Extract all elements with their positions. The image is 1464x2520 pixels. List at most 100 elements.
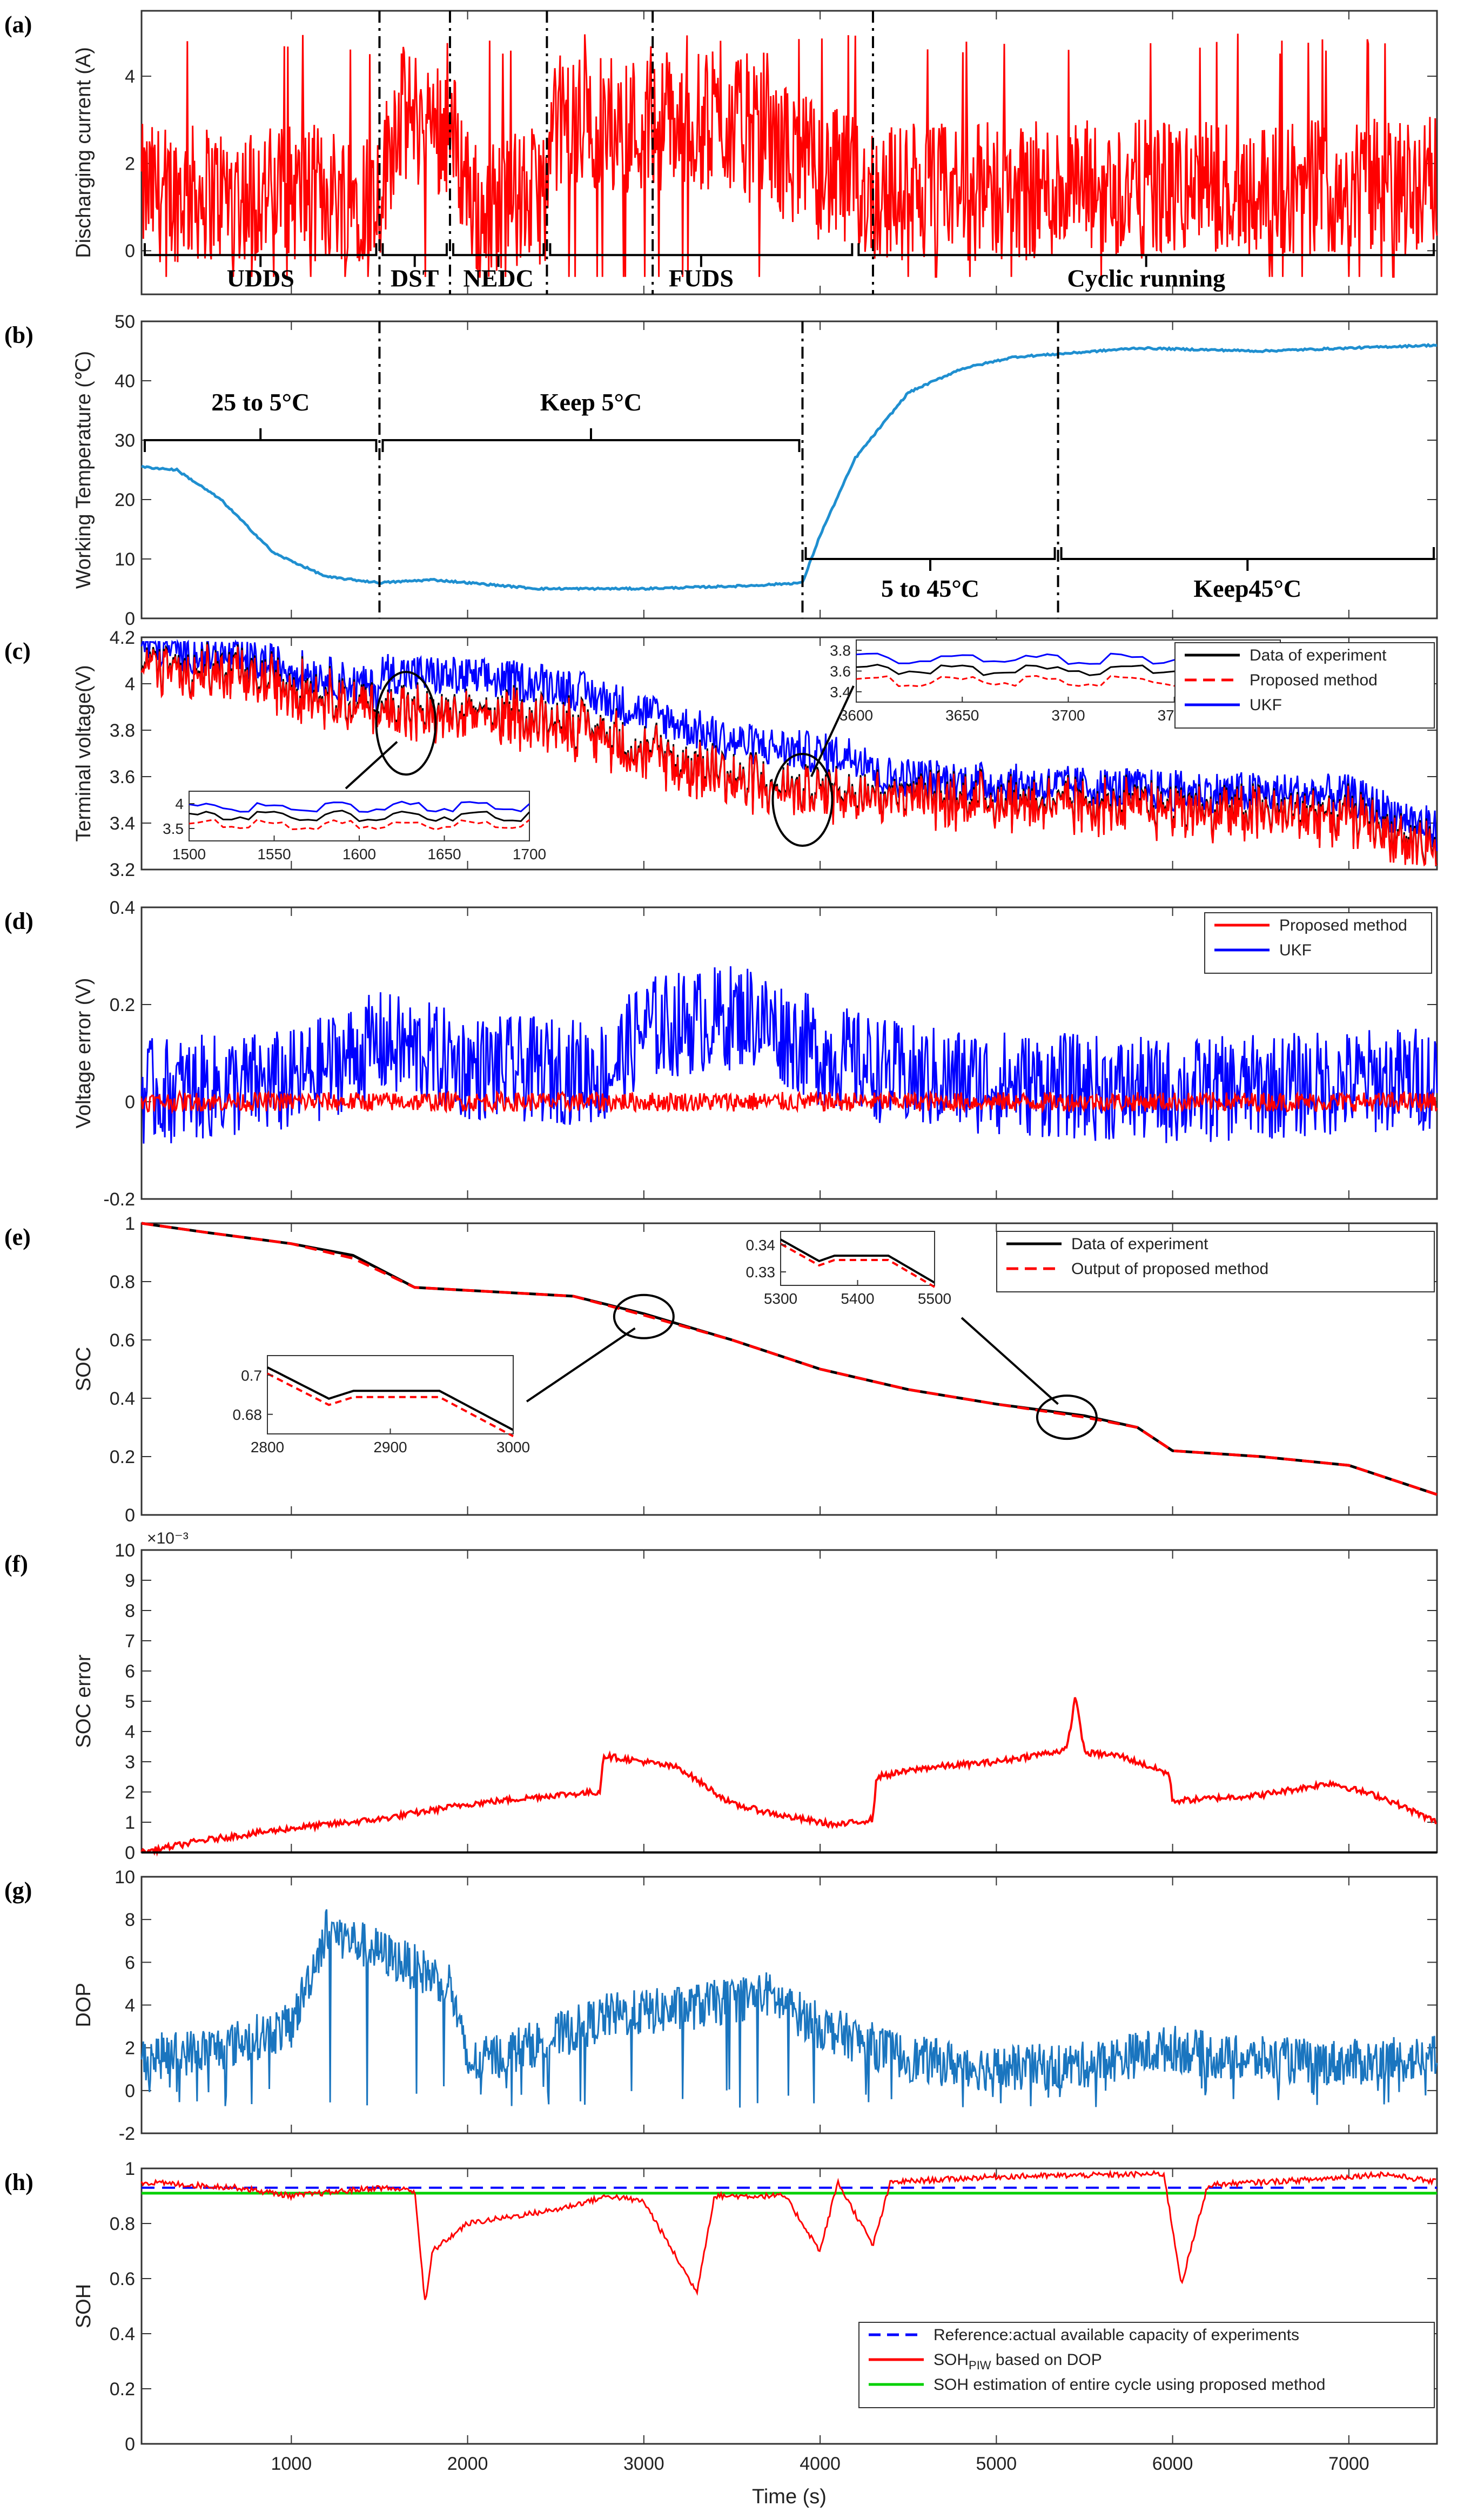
legend-label: Reference:actual available capacity of e… [934, 2326, 1299, 2344]
inset-x-tick-label: 5500 [918, 1290, 951, 1307]
x-tick-label: 6000 [1152, 2454, 1193, 2474]
panel-label: (e) [4, 1224, 31, 1250]
phase-bracket: NEDC [452, 243, 545, 292]
y-tick-label: 0.2 [110, 1447, 135, 1467]
phase-label: 5 to 45°C [881, 575, 979, 602]
inset-x-tick-label: 3650 [945, 707, 979, 724]
y-tick-label: 30 [115, 430, 135, 451]
plot-frame-f [140, 1549, 1438, 1854]
y-tick-label: 0.2 [110, 2379, 135, 2400]
inset-series-line [189, 818, 530, 831]
y-tick-label: 3.4 [110, 813, 135, 834]
inset-x-tick-label: 1550 [257, 846, 291, 863]
y-tick-label: 2 [125, 2038, 135, 2059]
legend-frame [996, 1231, 1435, 1292]
phase-bracket: FUDS [549, 243, 854, 292]
y-tick-label: 0.8 [110, 2214, 135, 2234]
inset-y-tick-label: 0.33 [746, 1264, 776, 1281]
inset-x-tick-label: 1500 [172, 846, 206, 863]
series-line [140, 1697, 1437, 1857]
y-tick-label: 0 [125, 609, 135, 629]
x-tick-label: 4000 [800, 2454, 841, 2474]
panel-label: (a) [4, 11, 32, 38]
zoom-arrow [526, 1327, 636, 1403]
y-tick-label: 3 [125, 1752, 135, 1773]
panel-label: (c) [4, 638, 31, 664]
y-tick-label: 3.6 [110, 767, 135, 787]
legend: Proposed method UKF [1204, 912, 1432, 974]
y-tick-label: 0.6 [110, 2269, 135, 2289]
y-tick-label: 2 [125, 154, 135, 174]
inset-series-line [780, 1238, 936, 1284]
legend-frame [1174, 642, 1435, 729]
legend-label-part: SOH [934, 2351, 969, 2369]
inset-plot: 5300 5400 5500 0.33 0.34 [746, 1231, 951, 1307]
inset-x-tick-label: 2800 [251, 1439, 284, 1456]
y-tick-label: 0 [125, 1505, 135, 1526]
x-tick-label: 3000 [623, 2454, 664, 2474]
phase-bracket: 25 to 5°C [144, 388, 378, 452]
inset-series-line [267, 1372, 514, 1438]
y-tick-label: 0.4 [110, 1389, 135, 1409]
inset-series-line [189, 800, 530, 813]
inset-x-tick-label: 1600 [343, 846, 376, 863]
legend-label: UKF [1250, 696, 1282, 714]
legend-label: SOHPIW based on DOP [934, 2351, 1102, 2372]
x-tick-label: 5000 [976, 2454, 1017, 2474]
panel-label: (f) [4, 1551, 28, 1577]
y-axis-label: SOC error [72, 1654, 95, 1748]
y-tick-label: 0 [125, 1092, 135, 1113]
inset-x-tick-label: 3700 [1051, 707, 1085, 724]
phase-label: DST [391, 264, 439, 292]
y-tick-label: 10 [115, 549, 135, 570]
y-tick-label: 0.4 [110, 2324, 135, 2344]
zoom-arrow [961, 1317, 1059, 1405]
y-tick-label: 8 [125, 1601, 135, 1621]
panel-d: (d) Voltage error (V) -0.2 0 0.2 0.4 Proposed … [4, 898, 1438, 1210]
y-tick-label: 4 [125, 674, 135, 695]
inset-frame [780, 1231, 935, 1286]
y-tick-label: 1 [125, 1812, 135, 1833]
y-axis-label: DOP [72, 1983, 95, 2027]
phase-bracket: DST [381, 243, 448, 292]
panel-e: (e) SOC 0 0.2 0.4 0.6 0.8 1 2800 2900 3000 0.68 0.7 5… [4, 1214, 1438, 1526]
inset-y-tick-label: 4 [175, 796, 184, 812]
y-tick-label: 40 [115, 371, 135, 392]
panel-label: (d) [4, 908, 33, 934]
series-line-ukf [140, 966, 1438, 1144]
series-line [140, 33, 1438, 278]
y-tick-label: 7 [125, 1631, 135, 1652]
legend-label-part: based on DOP [991, 2351, 1102, 2369]
phase-label: 25 to 5°C [211, 388, 310, 416]
inset-series-line [189, 810, 530, 823]
phase-label: Keep45°C [1193, 575, 1301, 602]
legend: Reference:actual available capacity of e… [858, 2322, 1435, 2408]
zoom-ellipse [613, 1293, 675, 1339]
series-line [141, 342, 1438, 591]
inset-x-tick-label: 1700 [513, 846, 546, 863]
phase-label: FUDS [669, 264, 734, 292]
legend-frame [858, 2322, 1435, 2408]
zoom-ellipse [1036, 1394, 1098, 1440]
inset-y-tick-label: 3.8 [830, 642, 851, 659]
legend-label: Proposed method [1279, 917, 1407, 934]
x-tick-label: 2000 [447, 2454, 488, 2474]
y-tick-label: 50 [115, 312, 135, 332]
y-tick-label: -2 [119, 2124, 135, 2144]
panel-f: (f) SOC error 0 1 2 3 4 5 6 7 8 9 10 ×10⁻³ [4, 1529, 1438, 1863]
legend-label: Proposed method [1250, 671, 1378, 689]
panel-c: (c) Terminal voltage(V) 3.2 3.4 3.6 3.8 4 4.2 15… [4, 628, 1438, 880]
inset-y-tick-label: 3.4 [830, 684, 851, 700]
y-tick-label: 9 [125, 1571, 135, 1591]
y-tick-label: 0.8 [110, 1272, 135, 1292]
inset-y-tick-label: 3.5 [163, 820, 184, 837]
phase-bracket: Cyclic running [857, 243, 1435, 292]
y-tick-label: 0 [125, 2081, 135, 2101]
y-tick-label: 1 [125, 1214, 135, 1234]
y-axis-label: Terminal voltage(V) [72, 665, 95, 841]
inset-y-tick-label: 0.7 [241, 1367, 262, 1384]
y-tick-label: 5 [125, 1692, 135, 1712]
x-tick-label: 1000 [271, 2454, 312, 2474]
y-tick-label: 0 [125, 241, 135, 261]
